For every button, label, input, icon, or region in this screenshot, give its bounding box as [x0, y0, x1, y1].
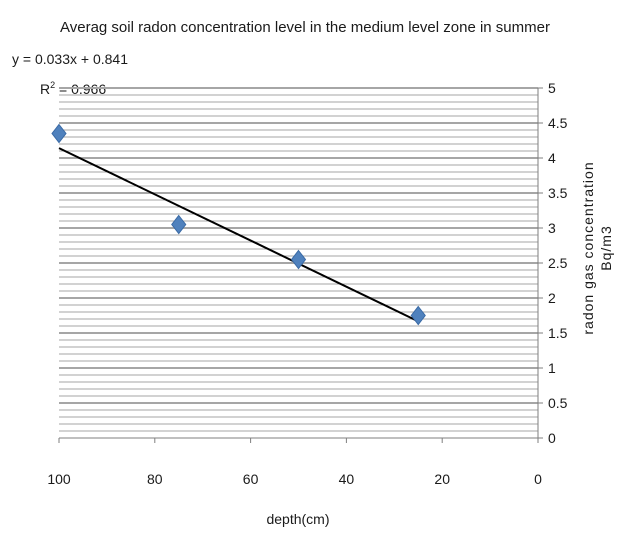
- y-tick-label: 2.5: [548, 255, 568, 271]
- trendline-equation: y = 0.033x + 0.841: [12, 51, 128, 67]
- data-points: [51, 123, 426, 326]
- x-tick-label: 100: [47, 471, 71, 487]
- x-tick-label: 60: [243, 471, 259, 487]
- chart-title: Averag soil radon concentration level in…: [60, 19, 550, 36]
- y-axis-label-line2: Bq/m3: [598, 225, 614, 270]
- y-tick-label: 2: [548, 290, 556, 306]
- data-point: [171, 214, 187, 235]
- y-tick-label: 3: [548, 220, 556, 236]
- r-squared-prefix: R: [40, 81, 50, 97]
- x-tick-label: 20: [434, 471, 450, 487]
- data-point: [290, 249, 307, 270]
- y-tick-label: 4.5: [548, 115, 568, 131]
- y-axis-label-line1: radon gas concentration: [580, 161, 596, 334]
- y-tick-labels: 0 0.5 1 1.5 2 2.5 3 3.5 4 4.5 5: [548, 80, 568, 446]
- y-tick-label: 5: [548, 80, 556, 96]
- data-point: [51, 123, 67, 144]
- y-tick-label: 3.5: [548, 185, 568, 201]
- y-tick-label: 4: [548, 150, 556, 166]
- y-tick-label: 0: [548, 430, 556, 446]
- y-tick-label: 1.5: [548, 325, 568, 341]
- axes: [58, 87, 543, 443]
- y-tick-label: 0.5: [548, 395, 568, 411]
- data-point: [410, 305, 426, 326]
- gridlines: [59, 87, 538, 432]
- x-tick-label: 40: [339, 471, 355, 487]
- x-tick-label: 0: [534, 471, 542, 487]
- trendline: [58, 147, 419, 323]
- y-tick-label: 1: [548, 360, 556, 376]
- x-axis-label: depth(cm): [266, 511, 329, 527]
- r-squared-superscript: 2: [50, 80, 55, 90]
- x-tick-labels: 100 80 60 40 20 0: [47, 471, 542, 487]
- x-tick-label: 80: [147, 471, 163, 487]
- trendline-line: [58, 147, 419, 323]
